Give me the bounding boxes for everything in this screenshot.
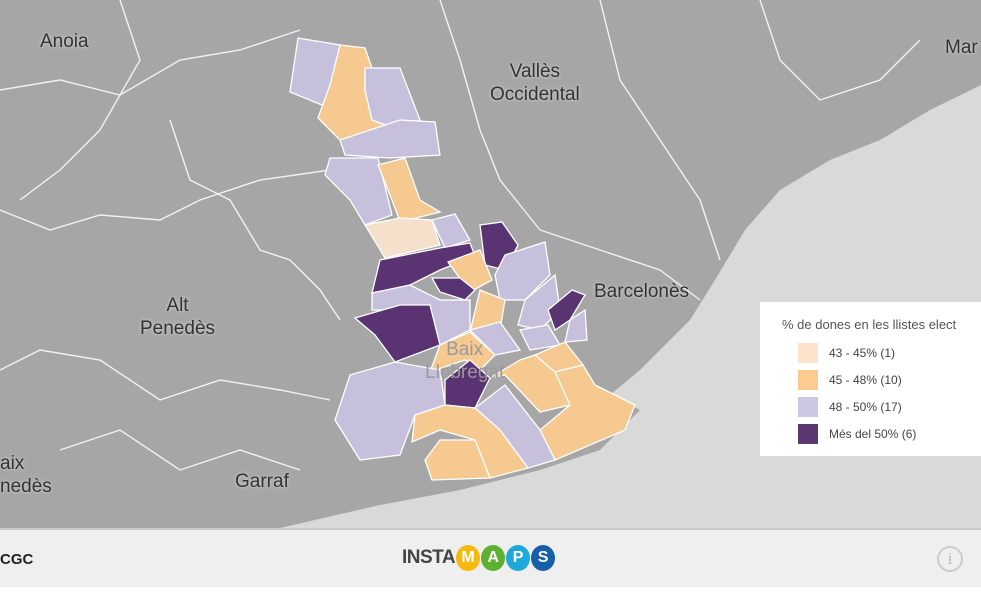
label-baix-penedes: aix nedès <box>0 453 52 497</box>
municipality <box>363 217 441 259</box>
legend-swatch <box>798 343 818 363</box>
legend-swatch <box>798 370 818 390</box>
attribution[interactable]: CGC <box>0 551 34 568</box>
legend-swatch <box>798 397 818 417</box>
legend: % de dones en les llistes elect 43 - 45%… <box>759 301 981 457</box>
municipality <box>377 157 442 223</box>
logo-letter: A <box>481 545 506 571</box>
map[interactable]: Anoia Vallès Occidental Mar Barcelonès A… <box>0 0 981 528</box>
label-maresme: Mar <box>945 37 978 58</box>
municipality <box>339 119 441 159</box>
label-barcelones: Barcelonès <box>594 281 690 302</box>
logo-text: INSTA <box>402 547 456 568</box>
label-anoia: Anoia <box>40 31 89 52</box>
municipality <box>431 213 471 249</box>
label-baix-llobregat: Baix Llobregat <box>425 339 505 383</box>
municipality <box>564 308 588 343</box>
municipality <box>424 439 491 481</box>
legend-label: 43 - 45% (1) <box>829 346 896 360</box>
legend-label: 48 - 50% (17) <box>829 400 902 414</box>
legend-item: 48 - 50% (17) <box>798 397 902 417</box>
legend-label: Més del 50% (6) <box>829 427 917 441</box>
label-valles-occidental: Vallès Occidental <box>490 61 580 105</box>
footer: CGC INSTA M A P S i <box>0 528 981 587</box>
legend-item: 43 - 45% (1) <box>798 343 895 363</box>
legend-item: Més del 50% (6) <box>798 424 916 444</box>
legend-label: 45 - 48% (10) <box>829 373 902 387</box>
municipality <box>539 364 636 461</box>
label-garraf: Garraf <box>235 471 289 492</box>
comarca-borders <box>0 0 921 471</box>
logo-letter: M <box>456 545 481 571</box>
legend-item: 45 - 48% (10) <box>798 370 902 390</box>
logo-letter: P <box>506 545 531 571</box>
municipality <box>430 277 476 301</box>
label-alt-penedes: Alt Penedès <box>140 295 216 339</box>
info-icon[interactable]: i <box>937 546 963 572</box>
instamaps-logo[interactable]: INSTA M A P S <box>402 545 556 571</box>
legend-swatch <box>798 424 818 444</box>
legend-title: % de dones en les llistes elect <box>782 317 957 332</box>
municipalities[interactable] <box>289 37 636 481</box>
municipality <box>411 404 530 479</box>
logo-letter: S <box>531 545 556 571</box>
municipality <box>547 289 586 332</box>
